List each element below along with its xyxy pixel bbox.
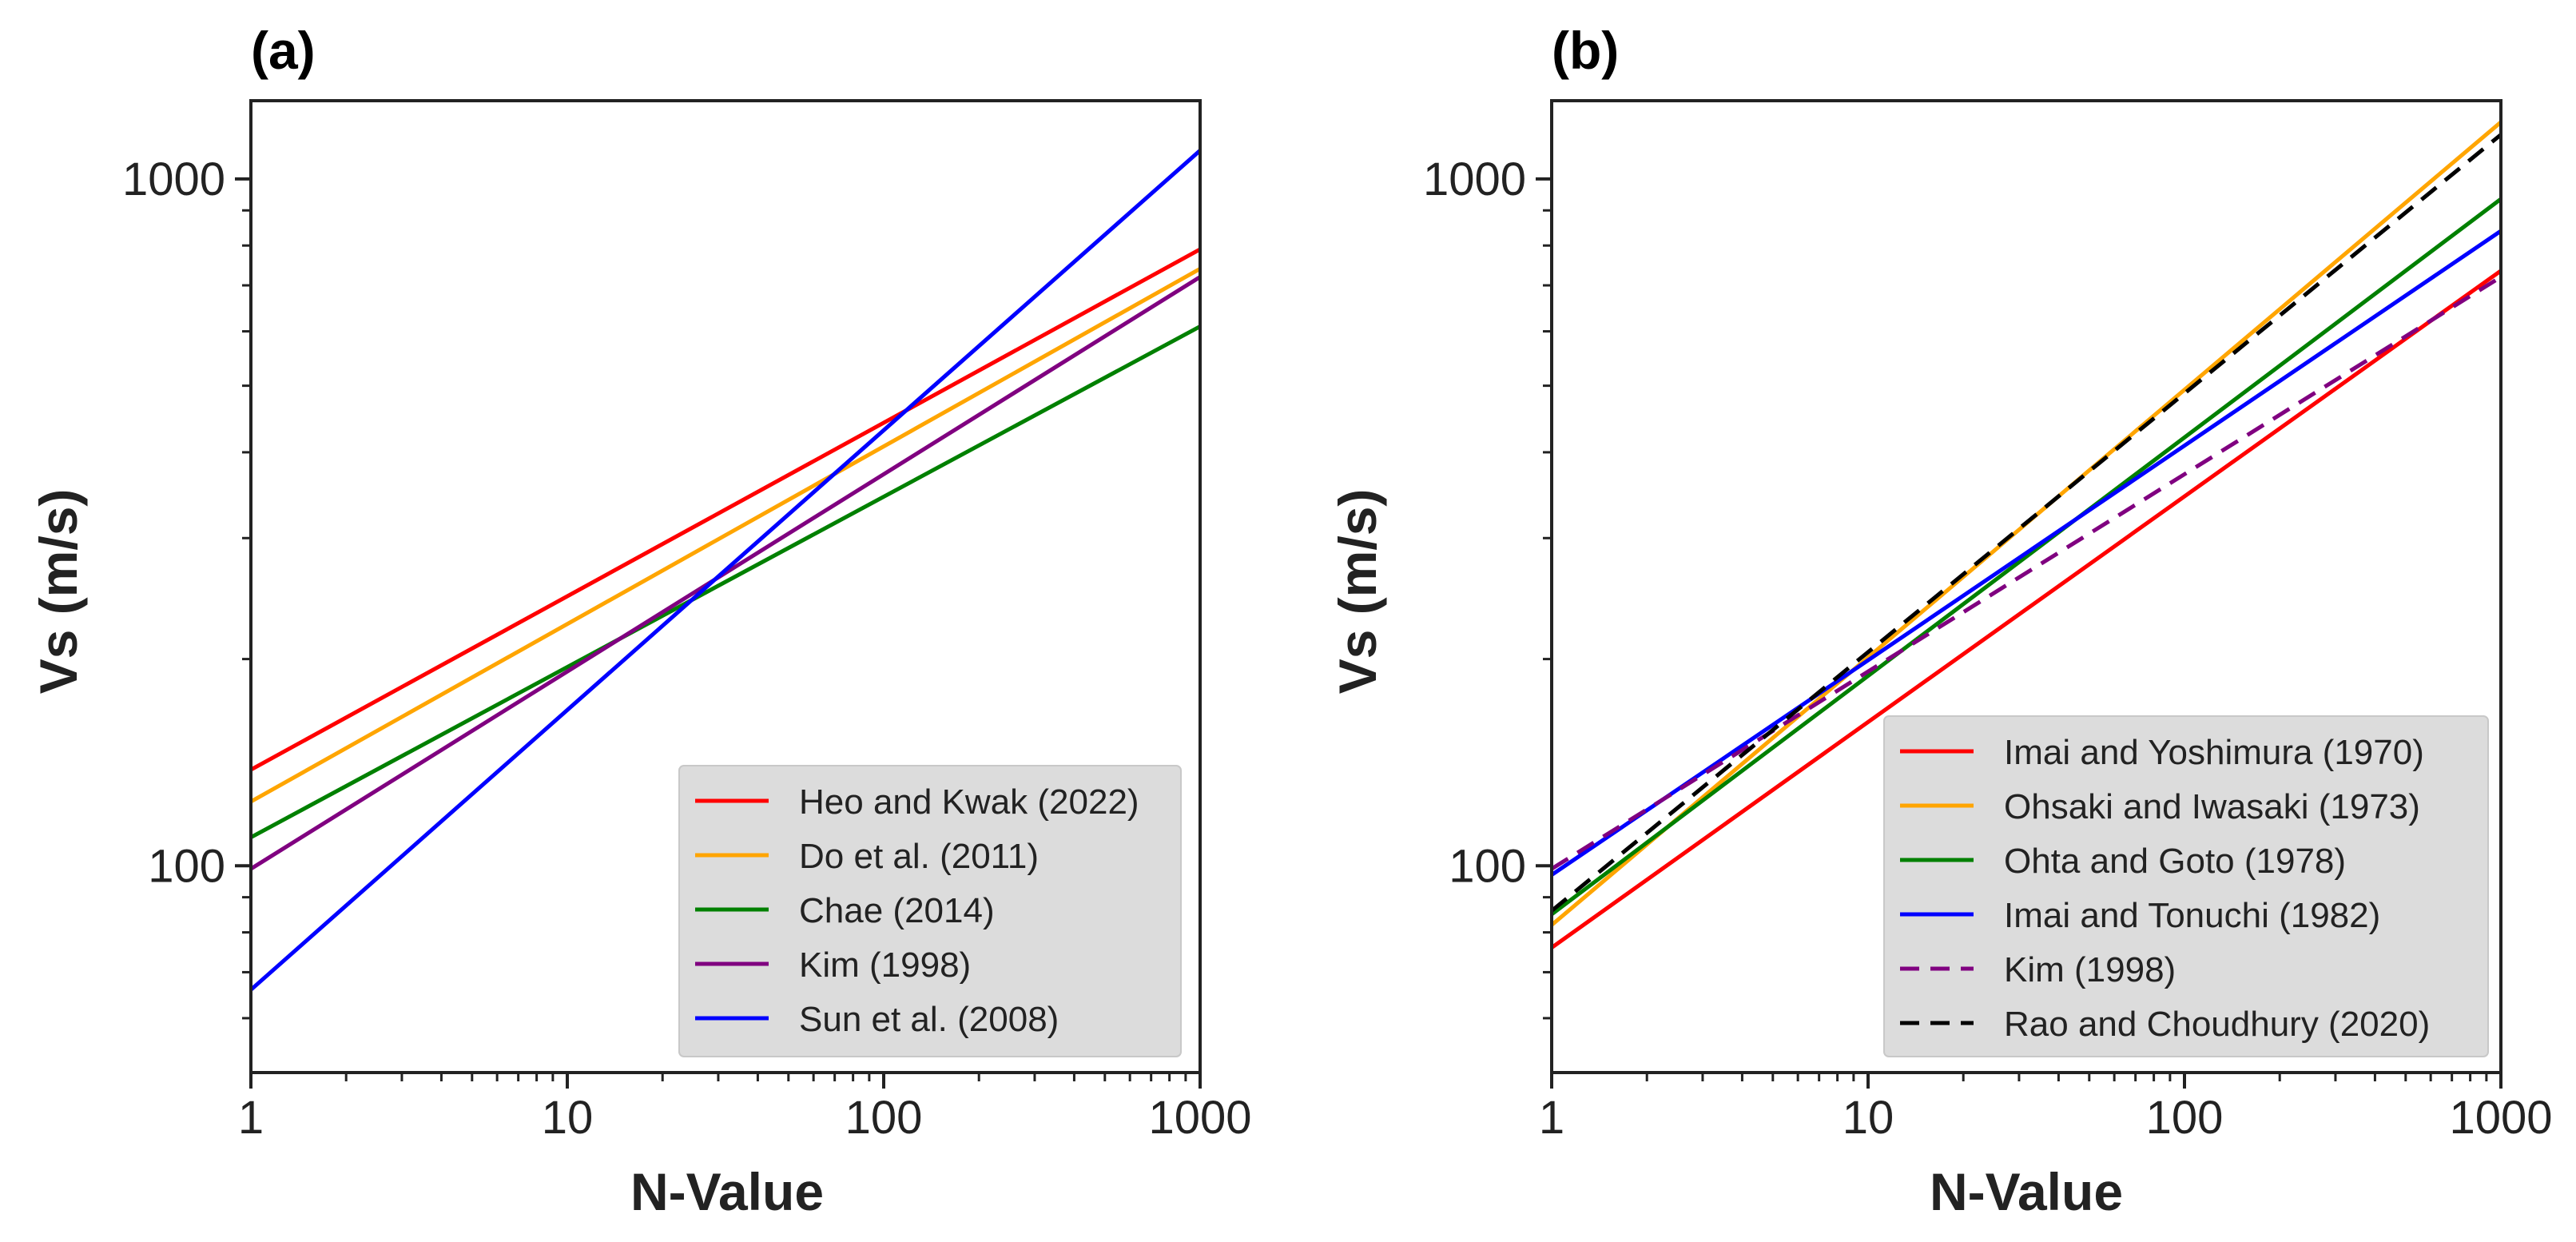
y-tick-label: 100: [1449, 840, 1526, 892]
x-axis-title: N-Value: [1930, 1162, 2123, 1221]
panel-a: (a) Vs (m/s) N-Value 1 10 100 1000 100 1000 He…: [29, 21, 1252, 1221]
x-tick-label: 10: [542, 1092, 594, 1144]
x-tick-label: 100: [845, 1092, 923, 1144]
series-line: [1552, 275, 2501, 871]
legend-label: Do et al. (2011): [799, 837, 1039, 876]
legend-label: Imai and Yoshimura (1970): [2004, 733, 2424, 772]
legend-label: Kim (1998): [2004, 950, 2176, 989]
x-tick-label: 1: [1539, 1092, 1564, 1144]
x-tick-label: 1000: [2449, 1092, 2552, 1144]
x-axis-title: N-Value: [630, 1162, 824, 1221]
y-axis-title: Vs (m/s): [1328, 489, 1387, 695]
panel-b: (b) Vs (m/s) N-Value 1 10 100 1000 100 1000 Im…: [1328, 21, 2553, 1221]
legend-box: [1883, 715, 2489, 1057]
x-tick-label: 100: [2146, 1092, 2224, 1144]
legend-label: Sun et al. (2008): [799, 1000, 1059, 1039]
legend: Imai and Yoshimura (1970) Ohsaki and Iwas…: [1883, 715, 2489, 1057]
y-axis-title: Vs (m/s): [29, 489, 88, 695]
series-line: [251, 247, 1200, 772]
legend-label: Heo and Kwak (2022): [799, 782, 1139, 822]
legend-label: Kim (1998): [799, 945, 971, 985]
series-line: [1552, 133, 2501, 913]
series-line: [251, 275, 1200, 871]
x-tick-label: 10: [1843, 1092, 1894, 1144]
series-line: [1552, 269, 2501, 949]
panel-label: (a): [251, 21, 316, 80]
x-tick-label: 1: [238, 1092, 264, 1144]
legend-label: Chae (2014): [799, 891, 995, 930]
legend-label: Ohsaki and Iwasaki (1973): [2004, 787, 2420, 826]
legend-label: Rao and Choudhury (2020): [2004, 1005, 2430, 1044]
plot-frame: [249, 99, 1202, 1074]
y-tick-label: 100: [148, 840, 225, 892]
series-line: [1552, 197, 2501, 916]
series-line: [251, 267, 1200, 804]
series-line: [251, 149, 1200, 992]
legend-label: Ohta and Goto (1978): [2004, 842, 2346, 881]
x-tick-label: 1000: [1148, 1092, 1251, 1144]
panel-label: (b): [1552, 21, 1619, 80]
series-line: [1552, 229, 2501, 877]
series-line: [251, 324, 1200, 839]
plot-area: 1 10 100 1000 100 1000 Heo and Kwak (2022) Do e…: [122, 99, 1252, 1144]
y-tick-label: 1000: [122, 153, 225, 205]
y-tick-label: 1000: [1423, 153, 1526, 205]
legend-label: Imai and Tonuchi (1982): [2004, 896, 2380, 935]
plot-area: 1 10 100 1000 100 1000 Imai and Yoshimura (197…: [1423, 99, 2553, 1144]
legend: Heo and Kwak (2022) Do et al. (2011) Chae …: [678, 765, 1182, 1057]
plot-frame: [1550, 99, 2502, 1074]
legend-box: [678, 765, 1182, 1057]
